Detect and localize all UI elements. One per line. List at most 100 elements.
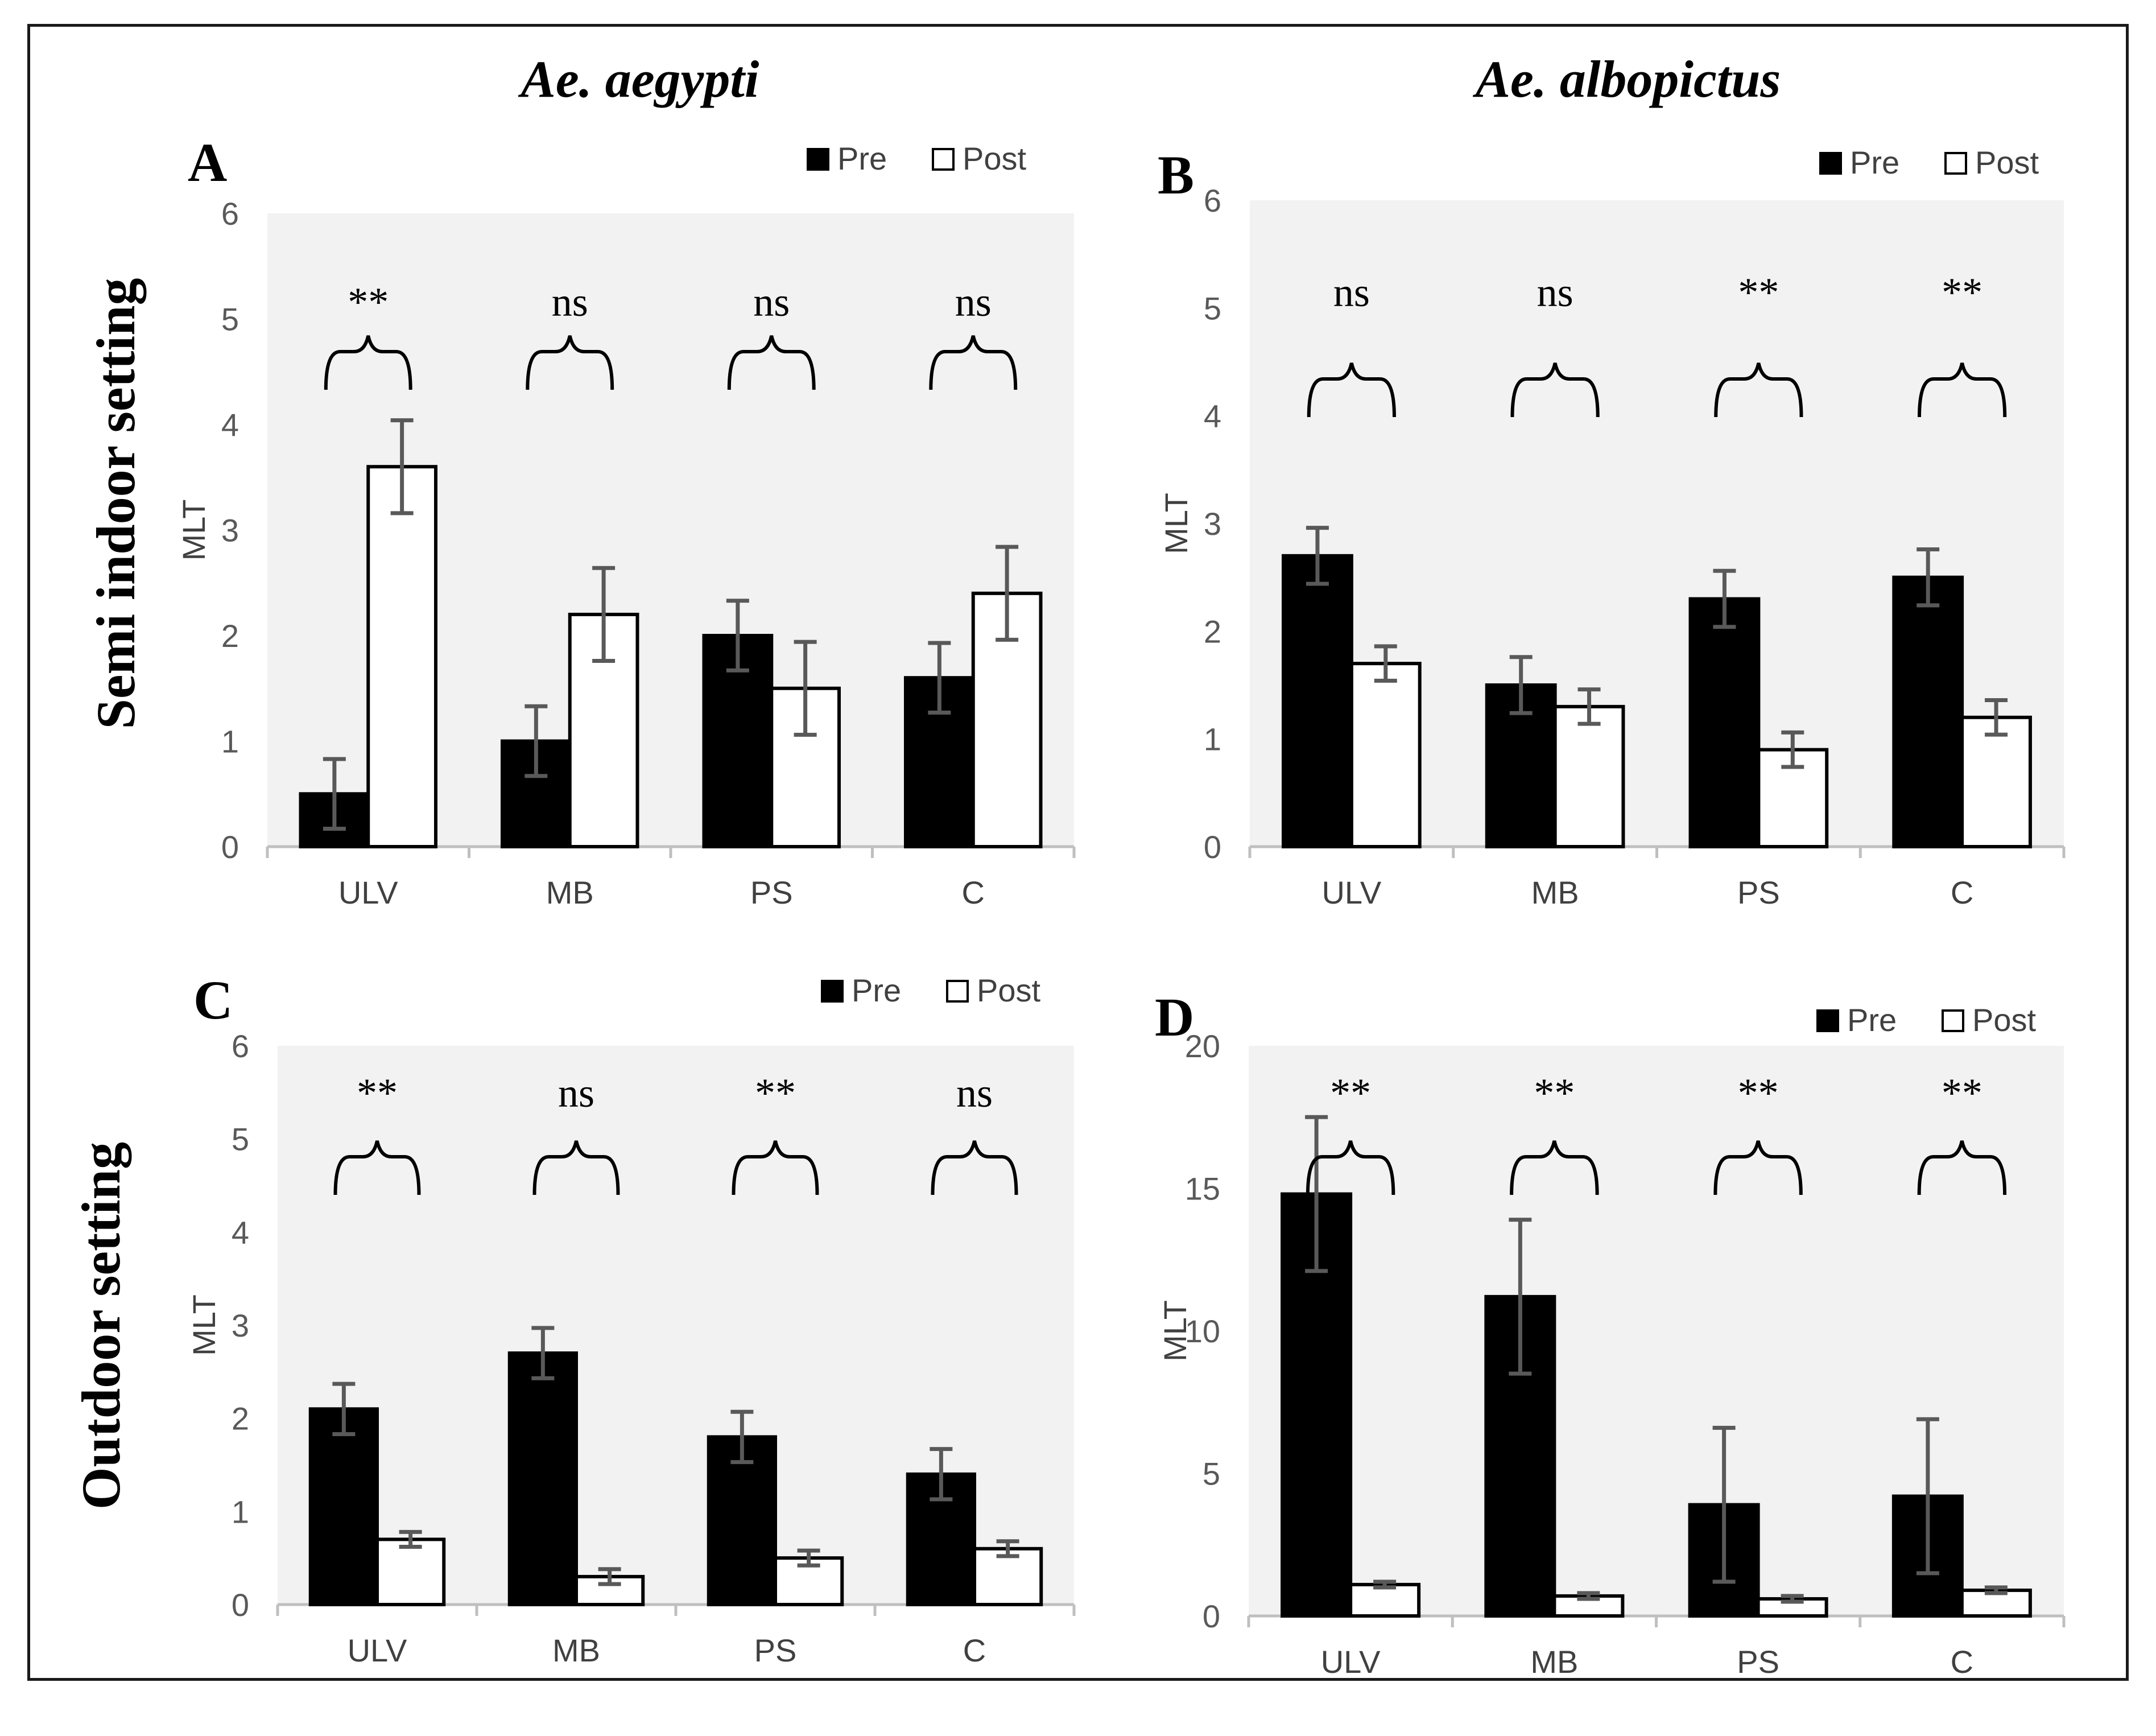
y-tick-label: 3 — [232, 1308, 249, 1343]
y-tick-label: 1 — [221, 724, 239, 760]
error-bar — [1916, 1417, 1939, 1576]
significance-brace — [1917, 1140, 2007, 1195]
category-label: ULV — [338, 875, 398, 910]
category-label: PS — [754, 1632, 797, 1668]
significance-brace — [324, 335, 412, 390]
category-label: PS — [750, 875, 793, 910]
significance-label: ** — [1942, 1070, 1982, 1116]
panel-letter: D — [1155, 987, 1194, 1048]
category-label: MB — [1530, 1644, 1578, 1680]
legend-swatch-post — [932, 148, 955, 171]
y-tick-label: 6 — [232, 1028, 249, 1064]
error-bar — [524, 704, 548, 778]
y-tick-label: 1 — [1204, 721, 1221, 757]
significance-label: ns — [1537, 270, 1573, 315]
error-bar — [1577, 1591, 1600, 1601]
error-bar — [726, 599, 749, 673]
bar-pre — [507, 1351, 578, 1607]
panel-D: D 0 5 10 15 20 MLT ULV ** MB ** PS ** C ** Pre Post — [1155, 987, 2066, 1680]
legend-label-pre: Pre — [837, 141, 887, 176]
y-tick-label: 6 — [1204, 183, 1221, 218]
error-bar — [797, 1548, 820, 1568]
error-bar — [323, 757, 346, 831]
legend-label-pre: Pre — [1850, 145, 1899, 180]
bar-pre — [308, 1407, 379, 1607]
significance-label: ** — [357, 1070, 398, 1116]
significance-label: ** — [348, 279, 389, 325]
error-bar — [399, 1529, 422, 1549]
legend: Pre Post — [1816, 1002, 2036, 1038]
y-axis-label: MLT — [1157, 1300, 1193, 1362]
y-tick-label: 6 — [221, 196, 239, 232]
significance-brace — [732, 1140, 819, 1195]
error-bar — [1509, 1218, 1532, 1376]
y-tick-label: 5 — [1203, 1456, 1220, 1492]
y-tick-label: 3 — [1204, 506, 1221, 542]
error-bar — [1509, 655, 1533, 715]
panel-letter: C — [193, 970, 233, 1030]
error-bar — [598, 1567, 621, 1586]
y-axis-label: MLT — [1158, 493, 1194, 554]
error-bar — [1917, 547, 1940, 608]
bar-post — [1553, 704, 1625, 849]
error-bar — [1306, 526, 1329, 586]
category-label: MB — [552, 1632, 600, 1668]
category-label: C — [1951, 875, 1973, 910]
legend-label-post: Post — [977, 972, 1040, 1008]
error-bar — [1305, 1115, 1328, 1273]
bar-post — [1349, 1582, 1421, 1618]
error-bar — [794, 640, 817, 737]
y-tick-label: 20 — [1185, 1028, 1220, 1064]
significance-label: ns — [753, 279, 790, 325]
panel-C: C 0 1 2 3 4 5 6 MLT ULV ** MB ns PS ** Cns Pre Post — [186, 970, 1076, 1668]
significance-brace — [1510, 1140, 1599, 1195]
y-tick-label: 0 — [1204, 829, 1221, 865]
bar-post — [1960, 715, 2032, 849]
panel-letter: A — [188, 132, 227, 193]
legend: Pre Post — [821, 972, 1040, 1008]
significance-brace — [532, 1140, 620, 1195]
y-tick-label: 2 — [221, 618, 239, 654]
y-tick-label: 3 — [221, 513, 239, 549]
significance-label: ns — [552, 279, 588, 325]
significance-brace — [1307, 362, 1396, 418]
category-label: MB — [1531, 875, 1579, 910]
bar-pre — [707, 1435, 777, 1606]
significance-label: ns — [1333, 270, 1370, 315]
y-tick-label: 2 — [1204, 613, 1221, 649]
legend-swatch-pre — [1819, 152, 1842, 175]
y-tick-label: 4 — [221, 407, 239, 443]
y-tick-label: 5 — [232, 1121, 249, 1157]
bar-post — [1349, 662, 1422, 848]
row-title-semi-indoor: Semi indoor setting — [85, 278, 146, 729]
significance-label: ** — [1738, 270, 1779, 315]
legend-label-pre: Pre — [1847, 1002, 1897, 1038]
error-bar — [592, 566, 616, 663]
y-tick-label: 5 — [221, 302, 239, 337]
category-label: PS — [1737, 1644, 1779, 1680]
significance-brace — [727, 335, 816, 390]
error-bar — [928, 641, 951, 715]
column-title-albopictus: Ae. albopictus — [1473, 50, 1781, 108]
category-label: PS — [1737, 875, 1780, 910]
bar-pre — [1892, 575, 1964, 849]
error-bar — [531, 1326, 555, 1380]
bar-pre — [1688, 597, 1761, 848]
category-label: ULV — [348, 1632, 407, 1668]
y-tick-label: 5 — [1204, 290, 1221, 326]
figure-frame — [27, 24, 2129, 1681]
significance-brace — [1918, 362, 2007, 418]
error-bar — [332, 1382, 356, 1436]
significance-brace — [526, 335, 614, 390]
legend-swatch-post — [946, 980, 969, 1003]
bar-post — [366, 465, 438, 848]
panel-A: A 0 1 2 3 4 5 6 MLT ULV ** MB ns PS ns Cns Pre Post — [176, 132, 1076, 910]
y-tick-label: 2 — [232, 1401, 249, 1437]
y-tick-label: 0 — [221, 829, 239, 865]
category-label: C — [963, 1632, 986, 1668]
significance-brace — [1714, 362, 1803, 418]
error-bar — [996, 1539, 1019, 1558]
error-bar — [1985, 698, 2008, 737]
error-bar — [1781, 1594, 1804, 1604]
error-bar — [1373, 1580, 1397, 1590]
